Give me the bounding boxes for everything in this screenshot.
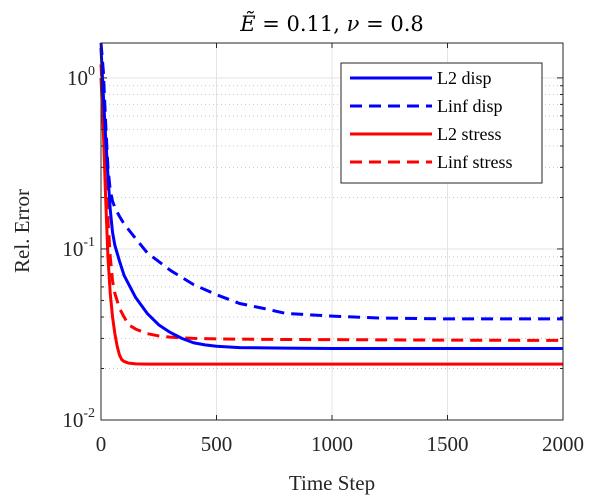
legend-label: Linf stress: [437, 152, 513, 172]
y-tick-exponent: -2: [83, 406, 95, 421]
series-line-l2-disp: [99, 47, 563, 350]
legend-label: L2 disp: [437, 68, 492, 88]
y-tick-base: 10: [67, 66, 88, 90]
x-tick-label: 0: [96, 432, 107, 456]
series-line-l2-stress: [99, 77, 563, 366]
title-nu-symbol: ν: [347, 12, 360, 36]
y-tick-exponent: 0: [88, 64, 95, 79]
y-tick-exponent: -1: [83, 235, 95, 250]
x-tick-label: 1500: [427, 432, 469, 456]
legend-label: L2 stress: [437, 124, 502, 144]
y-tick-label: 10-2: [62, 406, 95, 432]
title-e-value: = 0.11,: [256, 12, 347, 36]
x-tick-label: 500: [201, 432, 233, 456]
y-tick-base: 10: [62, 408, 83, 432]
title-e-symbol: Ẽ: [239, 12, 255, 36]
x-tick-label: 1000: [311, 432, 353, 456]
legend: L2 disp Linf disp L2 stress Linf stress: [340, 62, 543, 184]
x-axis-label: Time Step: [289, 471, 375, 495]
x-tick-label: 2000: [542, 432, 584, 456]
series-line-linf-disp: [99, 42, 563, 321]
y-tick-base: 10: [62, 237, 83, 261]
series-lines: [99, 42, 564, 366]
y-tick-label: 100: [67, 64, 95, 90]
y-tick-label: 10-1: [62, 235, 95, 261]
y-axis-label: Rel. Error: [10, 189, 34, 273]
legend-label: Linf disp: [437, 96, 503, 116]
title-nu-value: = 0.8: [359, 12, 423, 36]
series-line-linf-stress: [99, 64, 564, 342]
chart-title: Ẽ = 0.11, ν = 0.8: [239, 12, 424, 36]
